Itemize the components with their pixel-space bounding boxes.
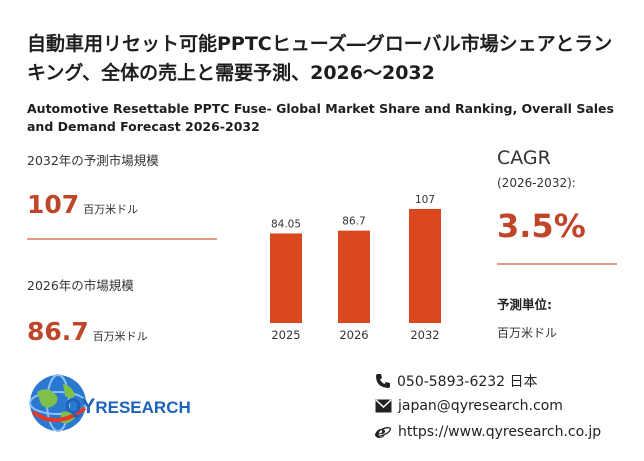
- cagr-value: 3.5%: [497, 207, 586, 245]
- page-title-ja: 自動車用リセット可能PPTCヒューズ―グローバル市場シェアとランキング、全体の売…: [27, 33, 613, 84]
- contact-email[interactable]: japan@qyresearch.com: [398, 398, 563, 414]
- contact-website-row: e https://www.qyresearch.co.jp: [375, 424, 601, 440]
- data-label-2025: 84.05: [271, 218, 301, 230]
- qyresearch-logo: QYRESEARCH: [27, 368, 191, 438]
- divider-left-top: [27, 238, 217, 240]
- data-label-2032: 107: [415, 194, 435, 206]
- bar-2026: [338, 230, 370, 323]
- market-2026-value: 86.7: [27, 317, 89, 346]
- market-2026-block: 86.7 百万米ドル: [27, 319, 148, 344]
- internet-explorer-icon: e: [375, 424, 392, 440]
- data-label-2026: 86.7: [342, 216, 365, 228]
- bar-2032: [409, 209, 441, 323]
- forecast-2032-unit: 百万米ドル: [83, 203, 139, 216]
- logo-brand-qy: QY: [65, 395, 96, 418]
- bar-2025: [270, 233, 302, 323]
- market-2026-unit: 百万米ドル: [92, 330, 148, 343]
- bar-chart: 84.05 2025 86.7 2026 107 2032: [270, 194, 441, 342]
- forecast-2032-block: 107 百万米ドル: [27, 192, 138, 217]
- tick-label-2032: 2032: [410, 328, 439, 342]
- tick-label-2026: 2026: [339, 328, 368, 342]
- globe-icon: [29, 374, 87, 432]
- page-title-en: Automotive Resettable PPTC Fuse- Global …: [27, 101, 614, 134]
- contact-website[interactable]: https://www.qyresearch.co.jp: [398, 424, 602, 440]
- logo-wordmark: QYRESEARCH: [65, 395, 191, 419]
- envelope-icon: [375, 399, 392, 413]
- logo-brand-rest: RESEARCH: [95, 398, 191, 417]
- contact-phone: 050-5893-6232 日本: [397, 374, 538, 390]
- contact-email-row: japan@qyresearch.com: [375, 398, 563, 414]
- phone-icon: [376, 374, 390, 388]
- forecast-2032-value: 107: [27, 190, 80, 219]
- cagr-period: (2026-2032):: [497, 176, 576, 190]
- divider-right: [497, 263, 617, 265]
- market-2026-label: 2026年の市場規模: [27, 278, 134, 293]
- contact-phone-row: 050-5893-6232 日本: [375, 371, 538, 391]
- forecast-2032-label: 2032年の予測市場規模: [27, 153, 159, 168]
- tick-label-2025: 2025: [271, 328, 300, 342]
- svg-text:e: e: [375, 424, 386, 440]
- cagr-label: CAGR: [497, 147, 551, 169]
- forecast-unit-value: 百万米ドル: [497, 326, 558, 340]
- forecast-unit-title: 予測単位:: [497, 297, 552, 312]
